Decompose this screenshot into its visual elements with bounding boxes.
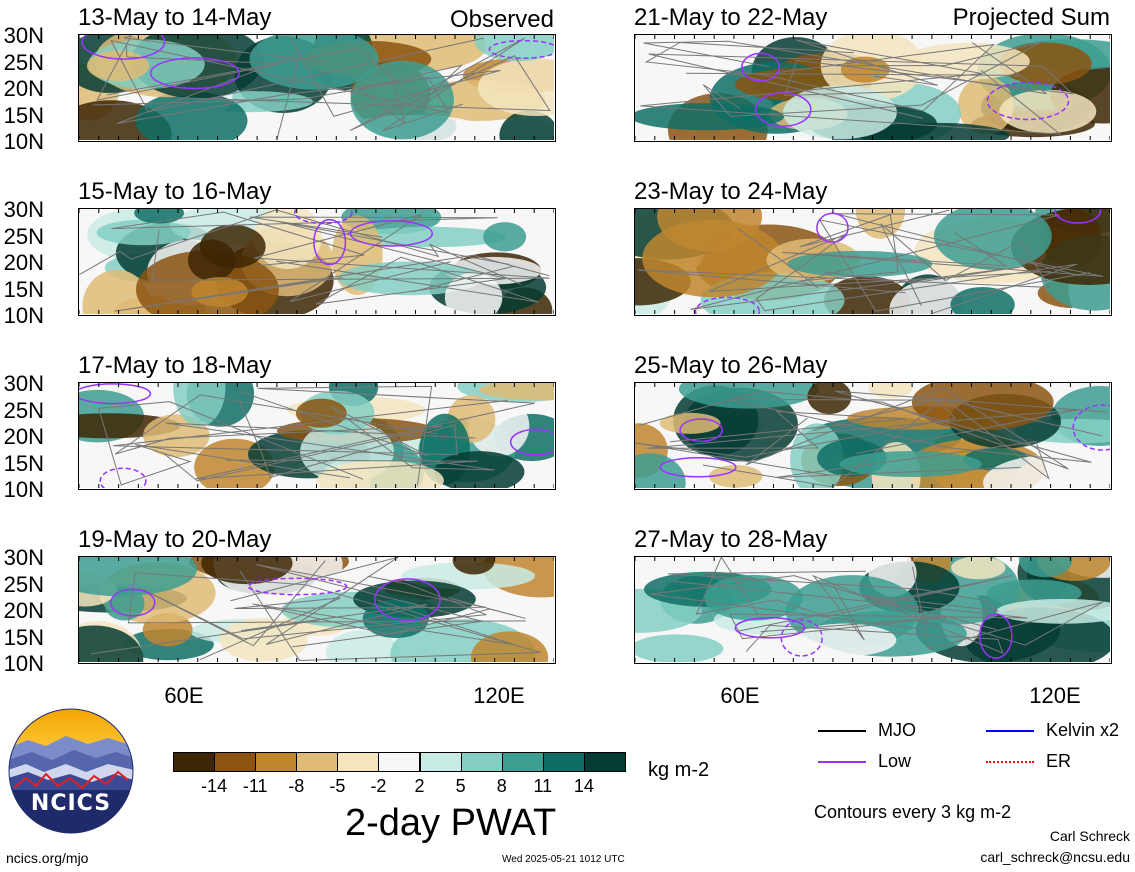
- lat-label: 30N: [3, 371, 44, 396]
- lat-label: 30N: [3, 23, 44, 48]
- colorbar-tick-label: 2: [414, 776, 425, 796]
- colorbar-swatch: [460, 752, 503, 772]
- panel-tag-observed: Observed: [449, 6, 554, 33]
- lat-label: 10N: [3, 651, 44, 676]
- panel-title-2: 15-May to 16-May: [78, 178, 272, 205]
- colorbar-swatch: [337, 752, 380, 772]
- colorbar-swatch: [501, 752, 544, 772]
- colorbar-tick-label: 11: [533, 776, 553, 796]
- colorbar-swatch: [378, 752, 421, 772]
- colorbar-tick-label: -8: [288, 776, 305, 796]
- map-panel-8: [634, 556, 1112, 664]
- ncics-logo-icon: [8, 708, 134, 834]
- map-field: [635, 209, 1110, 314]
- map-field: [79, 557, 554, 662]
- colorbar-swatch: [173, 752, 215, 772]
- map-panel-4: [78, 556, 556, 664]
- lat-label: 15N: [3, 624, 44, 650]
- lat-label: 30N: [3, 197, 44, 222]
- map-panel-6: [634, 208, 1112, 316]
- lat-label: 15N: [3, 102, 44, 128]
- lat-label: 20N: [3, 250, 44, 275]
- contour-interval-note: Contours every 3 kg m-2: [814, 802, 1012, 822]
- map-panel-1: [78, 34, 556, 142]
- lat-label: 20N: [3, 598, 44, 623]
- lat-label: 20N: [3, 424, 44, 449]
- map-field: [79, 383, 554, 488]
- legend-line-kelvin: [986, 730, 1034, 732]
- colorbar-tick-label: 5: [455, 776, 466, 796]
- lon-label-60e-left: 60E: [164, 683, 204, 708]
- colorbar-tick-label: -11: [242, 776, 268, 796]
- colorbar-swatch: [583, 752, 626, 772]
- lat-label: 25N: [3, 223, 44, 249]
- author-name: Carl Schreck: [1049, 828, 1130, 844]
- legend-label-kelvin: Kelvin x2: [1046, 720, 1120, 740]
- legend-label-low: Low: [878, 751, 912, 771]
- lat-label: 20N: [3, 76, 44, 101]
- legend-label-mjo: MJO: [878, 720, 916, 740]
- panel-title-1: 13-May to 14-May: [78, 4, 272, 31]
- lat-label: 10N: [3, 477, 44, 502]
- map-panel-5: [634, 34, 1112, 142]
- lat-label: 15N: [3, 276, 44, 302]
- colorbar-swatch: [296, 752, 339, 772]
- lon-label-120e-left: 120E: [473, 683, 525, 708]
- colorbar-swatch: [255, 752, 298, 772]
- logo-text: NCICS: [30, 791, 112, 816]
- colorbar-swatch: [214, 752, 257, 772]
- legend-line-er: [986, 761, 1034, 763]
- legend-line-low: [818, 761, 866, 763]
- map-panel-3: [78, 382, 556, 490]
- panel-title-4: 19-May to 20-May: [78, 526, 272, 553]
- lat-label: 10N: [3, 129, 44, 154]
- map-panel-2: [78, 208, 556, 316]
- ncics-logo: NCICS: [8, 708, 134, 834]
- legend-label-er: ER: [1046, 751, 1072, 771]
- colorbar-swatch: [542, 752, 585, 772]
- map-field: [635, 35, 1110, 140]
- figure-title: 2-day PWAT: [345, 802, 557, 844]
- website-link[interactable]: ncics.org/mjo: [6, 850, 89, 866]
- map-panel-7: [634, 382, 1112, 490]
- lat-label: 10N: [3, 303, 44, 328]
- colorbar-units: kg m-2: [648, 759, 710, 781]
- lat-label: 25N: [3, 571, 44, 597]
- map-field: [635, 557, 1110, 662]
- lat-label: 15N: [3, 450, 44, 476]
- colorbar-swatch: [419, 752, 462, 772]
- map-field: [635, 383, 1110, 488]
- lon-label-120e-right: 120E: [1029, 683, 1081, 708]
- lat-label: 25N: [3, 49, 44, 75]
- panel-title-5: 21-May to 22-May: [634, 4, 828, 31]
- map-field: [79, 209, 554, 314]
- lon-label-60e-right: 60E: [720, 683, 760, 708]
- colorbar-tick-label: 14: [573, 776, 594, 796]
- timestamp: Wed 2025-05-21 1012 UTC: [502, 854, 625, 865]
- author-email: carl_schreck@ncsu.edu: [980, 849, 1130, 865]
- lat-label: 25N: [3, 397, 44, 423]
- panel-title-7: 25-May to 26-May: [634, 352, 828, 379]
- panel-title-6: 23-May to 24-May: [634, 178, 828, 205]
- colorbar-tick-label: -2: [370, 776, 387, 796]
- panel-title-8: 27-May to 28-May: [634, 526, 828, 553]
- lat-label: 30N: [3, 545, 44, 570]
- legend-line-mjo: [818, 730, 866, 732]
- colorbar-tick-label: 8: [496, 776, 507, 796]
- colorbar: [173, 752, 626, 772]
- panel-tag-projected: Projected Sum: [952, 4, 1110, 31]
- colorbar-tick-label: -14: [201, 776, 228, 796]
- panel-title-3: 17-May to 18-May: [78, 352, 272, 379]
- contour-legend: MJO Kelvin x2 Low ER: [818, 720, 1128, 780]
- map-field: [79, 35, 554, 140]
- colorbar-tick-label: -5: [329, 776, 346, 796]
